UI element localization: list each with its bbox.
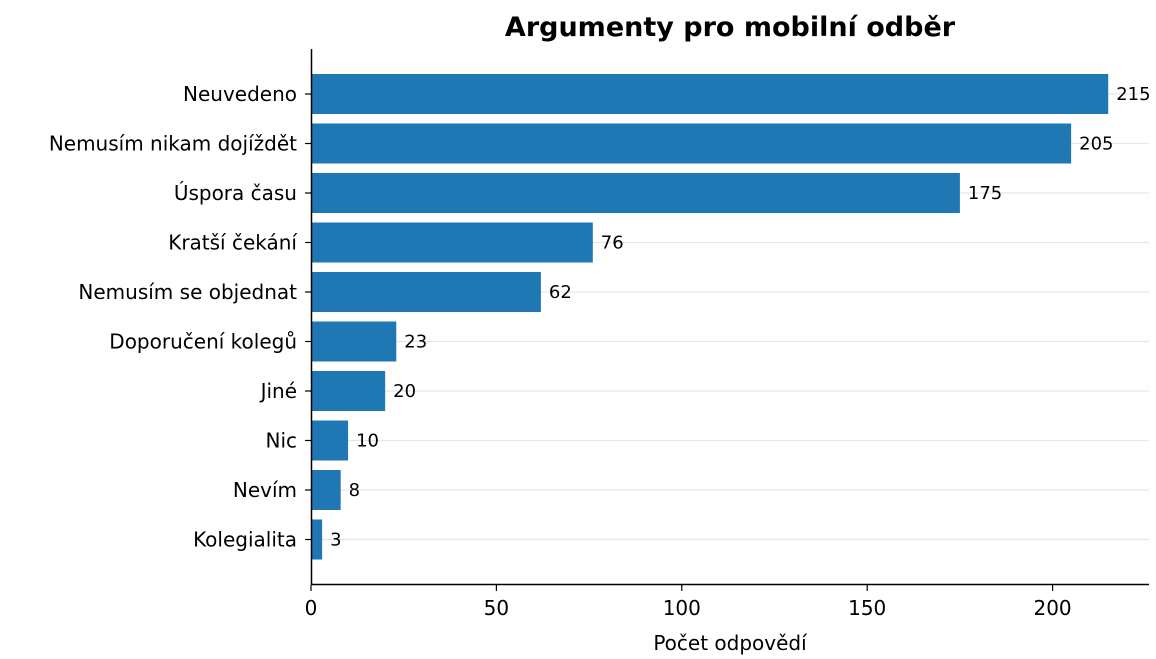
x-tick-label: 200: [1033, 596, 1071, 620]
value-labels: 215 205 175 76 62 23 20 10 8 3: [330, 84, 1150, 551]
value-label: 205: [1079, 134, 1113, 155]
bars: [311, 74, 1109, 560]
category-label: Nemusím nikam dojíždět: [49, 132, 297, 156]
bar: [311, 420, 349, 461]
value-label: 23: [404, 332, 427, 353]
value-label: 62: [549, 282, 572, 303]
category-label: Doporučení kolegů: [109, 330, 297, 354]
x-tick-label: 50: [484, 596, 509, 620]
bar: [311, 470, 341, 510]
bar: [311, 173, 960, 213]
x-axis-ticks: 0 50 100 150 200: [305, 585, 1072, 620]
bar: [311, 321, 397, 362]
bar: [311, 272, 541, 312]
x-axis-title: Počet odpovědí: [653, 631, 808, 655]
bar: [311, 371, 386, 411]
category-label: Kratší čekání: [168, 231, 298, 255]
bar: [311, 74, 1109, 114]
category-label: Nevím: [233, 478, 297, 502]
x-tick-label: 100: [663, 596, 701, 620]
category-labels: Neuvedeno Nemusím nikam dojíždět Úspora ča…: [49, 82, 311, 552]
category-label: Nemusím se objednat: [78, 280, 297, 304]
value-label: 10: [356, 431, 379, 452]
bar: [311, 123, 1072, 164]
category-label: Jiné: [259, 379, 297, 403]
value-label: 76: [601, 233, 624, 254]
value-label: 3: [330, 530, 341, 551]
category-label: Úspora času: [174, 181, 297, 205]
category-label: Nic: [265, 429, 297, 453]
x-tick-label: 0: [305, 596, 318, 620]
bar: [311, 519, 323, 560]
chart-title: Argumenty pro mobilní odběr: [505, 12, 956, 43]
category-label: Neuvedeno: [183, 82, 297, 106]
value-label: 20: [393, 381, 416, 402]
value-label: 215: [1116, 84, 1150, 105]
value-label: 175: [968, 183, 1002, 204]
value-label: 8: [349, 480, 360, 501]
category-label: Kolegialita: [193, 528, 297, 552]
x-tick-label: 150: [848, 596, 886, 620]
bar: [311, 222, 593, 263]
